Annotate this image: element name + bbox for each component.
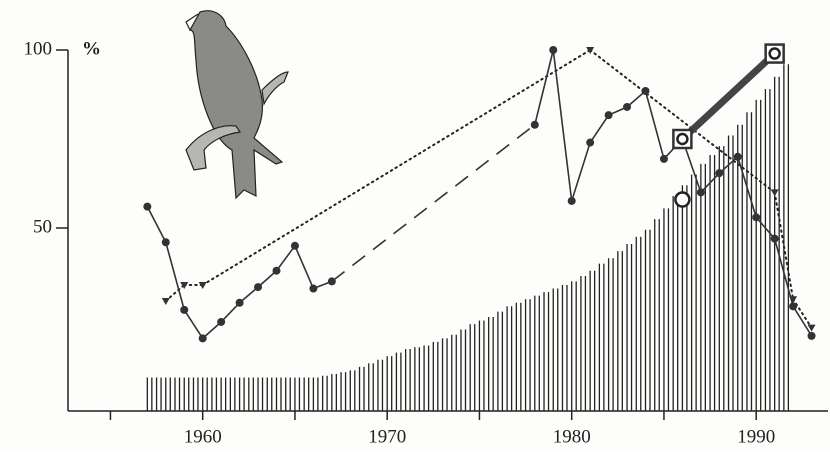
line-segment — [589, 49, 776, 194]
line-segment — [239, 286, 259, 304]
line-segment — [275, 245, 296, 272]
x-tick-label: 1970 — [368, 426, 406, 447]
line-segment — [164, 283, 186, 302]
line-segment — [183, 309, 204, 339]
point — [641, 86, 650, 95]
point — [674, 191, 691, 208]
point — [715, 169, 724, 178]
line-segment — [773, 191, 795, 301]
point — [327, 277, 336, 286]
line-segment — [202, 321, 222, 339]
point — [789, 302, 798, 311]
line-segment — [220, 302, 241, 323]
falcon-illustration — [185, 10, 289, 200]
point — [530, 120, 539, 129]
point — [807, 331, 816, 340]
point — [549, 46, 558, 54]
line-segment — [773, 238, 794, 307]
point — [586, 47, 595, 54]
line-segment — [331, 124, 536, 283]
point — [733, 152, 742, 161]
point — [143, 202, 152, 211]
y-tick-label: 50 — [33, 216, 52, 237]
point — [217, 317, 226, 326]
point — [180, 305, 189, 314]
point — [309, 284, 318, 293]
point — [752, 213, 761, 222]
line-segment — [736, 156, 757, 218]
line-segment — [718, 156, 739, 174]
line-segment — [589, 114, 610, 144]
line-segment — [626, 90, 647, 108]
y-tick-label: 100 — [24, 38, 53, 59]
x-tick-label: 1990 — [737, 426, 775, 447]
line-segment — [680, 50, 778, 142]
point — [770, 189, 779, 197]
point — [696, 188, 705, 197]
point — [586, 138, 595, 147]
line-segment — [294, 245, 315, 289]
line-segment — [700, 172, 720, 193]
point — [254, 283, 263, 292]
line-segment — [165, 242, 186, 311]
point — [770, 234, 779, 243]
line-segment — [201, 49, 592, 286]
point — [235, 298, 244, 307]
line-segment — [644, 90, 665, 160]
line-segment — [552, 49, 573, 202]
point — [161, 238, 170, 247]
point — [807, 324, 816, 332]
point — [161, 297, 170, 305]
x-tick-label: 1980 — [553, 426, 591, 447]
line-segment — [755, 216, 776, 240]
point — [567, 196, 576, 205]
point — [198, 281, 207, 289]
point-core — [676, 132, 689, 146]
line-segment — [146, 206, 167, 243]
point — [659, 154, 668, 163]
line-segment — [534, 49, 555, 125]
line-segment — [257, 270, 278, 288]
point-core — [768, 47, 781, 60]
line-segment — [792, 305, 813, 337]
point — [180, 281, 189, 289]
point — [604, 111, 613, 120]
line-segment — [570, 142, 591, 202]
point — [290, 241, 299, 250]
point — [272, 266, 281, 275]
y-axis-label: % — [82, 38, 101, 59]
x-tick-label: 1960 — [184, 426, 222, 447]
point — [198, 334, 207, 343]
point — [623, 102, 632, 111]
